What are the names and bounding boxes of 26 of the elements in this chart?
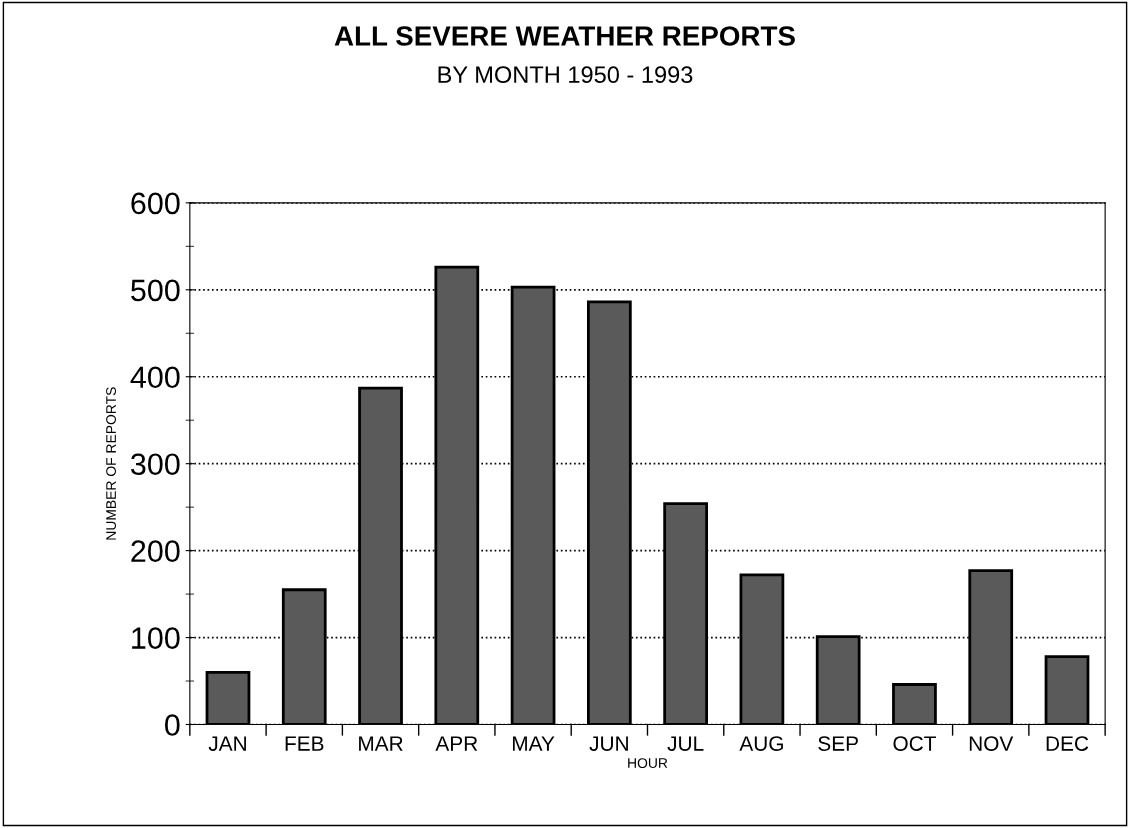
x-axis-title: HOUR [628, 758, 668, 769]
chart-title: ALL SEVERE WEATHER REPORTS [334, 26, 795, 46]
x-tick-label: FEB [285, 736, 324, 751]
x-tick-label: SEP [818, 736, 858, 751]
y-tick-label: 400 [130, 366, 180, 389]
bar [1044, 655, 1090, 725]
x-tick-label: MAY [512, 736, 555, 751]
y-tick-label: 0 [165, 714, 180, 736]
x-tick-label: JAN [208, 736, 246, 751]
y-tick-label: 500 [131, 279, 180, 302]
chart-subtitle: BY MONTH 1950 - 1993 [438, 66, 693, 84]
bar [205, 670, 251, 725]
y-tick-label: 300 [131, 453, 180, 476]
y-tick-label: 600 [131, 192, 180, 215]
x-tick-label: DEC [1046, 736, 1089, 751]
bar [892, 683, 937, 725]
x-tick-label: JUN [589, 736, 628, 751]
x-tick-label: NOV [969, 736, 1014, 751]
x-tick-label: MAR [359, 736, 403, 751]
y-axis-title: NUMBER OF REPORTS [106, 387, 116, 540]
x-tick-label: OCT [893, 736, 936, 751]
y-tick-label: 100 [132, 627, 180, 649]
x-tick-label: APR [435, 736, 478, 751]
x-tick-label: JUL [667, 736, 704, 751]
x-tick-label: AUG [739, 736, 783, 751]
y-tick-label: 200 [131, 540, 180, 562]
